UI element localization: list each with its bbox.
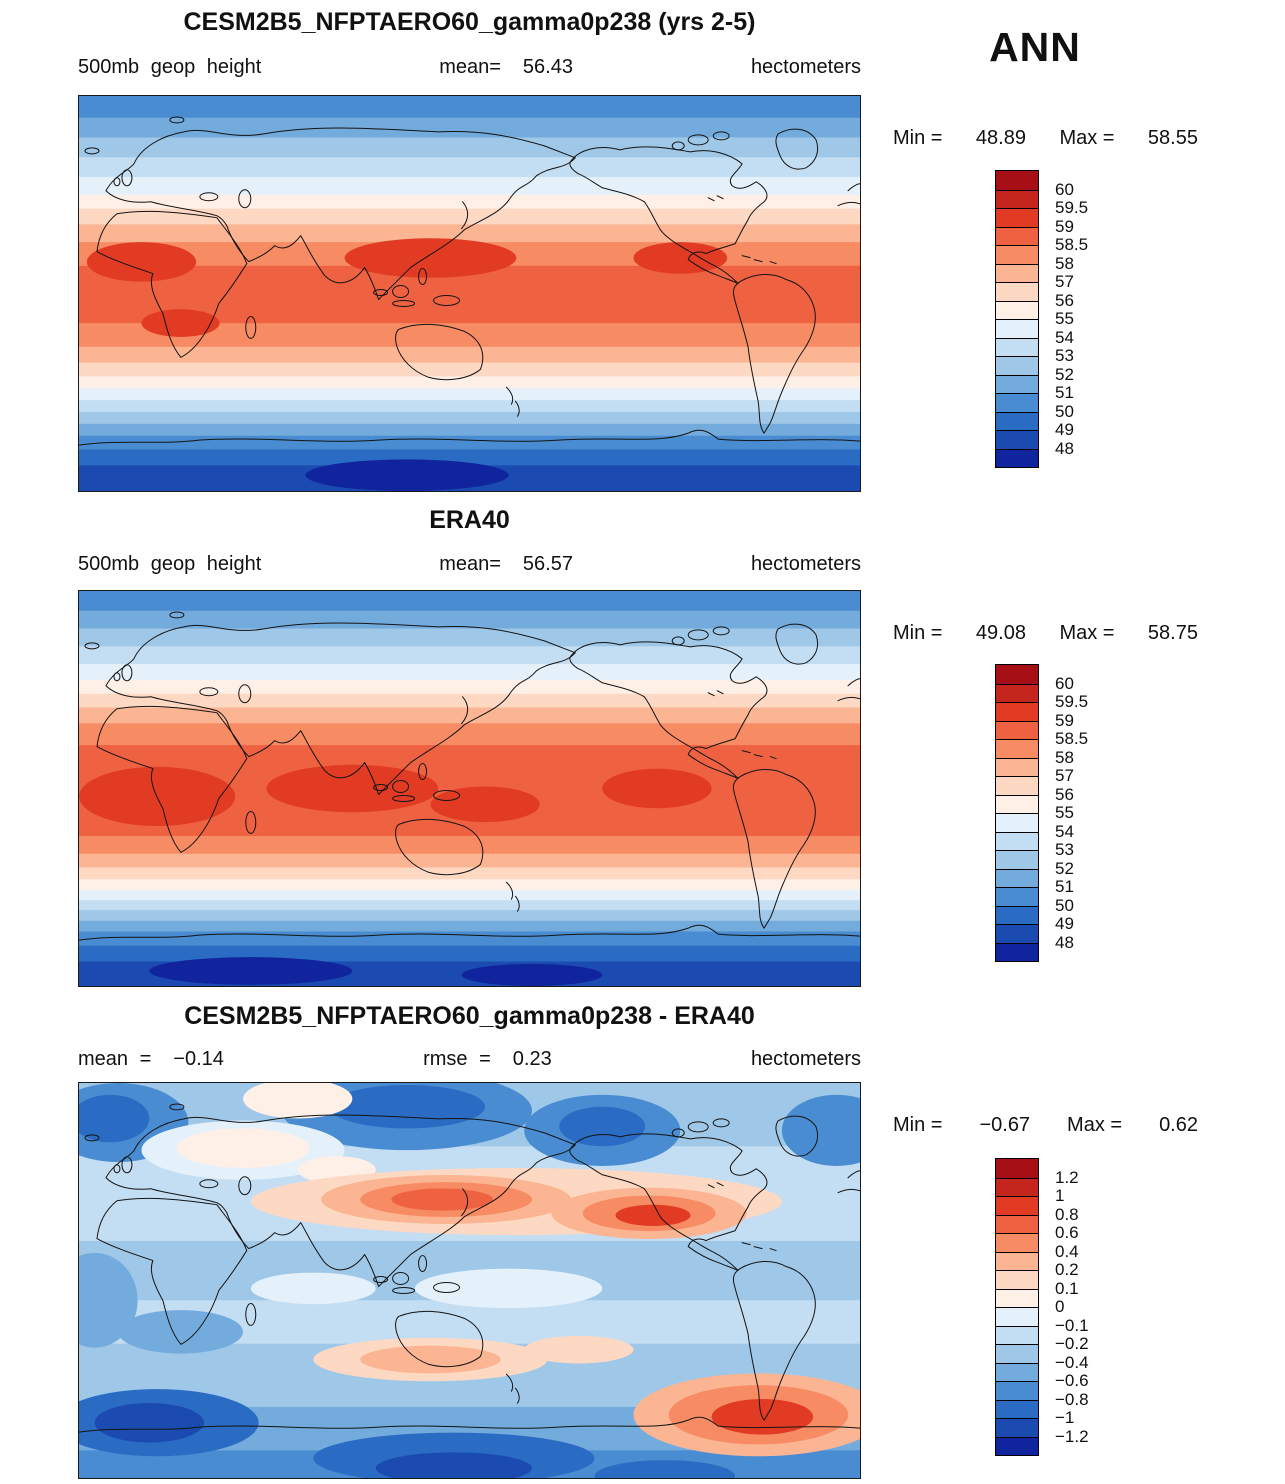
panel3-max-label: Max = [1067,1114,1123,1136]
panel2-mean: mean= 56.57 [439,553,573,576]
colorbar-model: 60 59.5 59 58.5 58 57 56 55 54 53 52 51 50 49 48 [995,170,1215,470]
panel2-max-label: Max = [1059,622,1115,644]
map-model-contour-blobs [86,238,728,491]
colorbar-model-cells [995,170,1039,468]
map-model [78,95,861,492]
panel1-units-label: hectometers [750,56,861,78]
map-model-contour-bands [79,96,860,491]
panel2-mean-value: 56.57 [522,553,573,575]
panel1-min-label: Min = [893,127,943,149]
colorbar-era40-labels: 60 59.5 59 58.5 58 57 56 55 54 53 52 51 50 49 48 [1055,673,1089,952]
panel3-stats-row: mean = −0.14 rmse = 0.23 hectometers [78,1048,861,1071]
panel2-stats-row: 500mb geop height mean= 56.57 hectometers [78,553,861,576]
panel3-rmse-value: 0.23 [512,1048,552,1070]
panel2-mean-label: mean= [439,553,501,575]
panel1-mean-value: 56.43 [522,56,573,78]
panel1-stats-row: 500mb geop height mean= 56.43 hectometers [78,56,861,79]
panel3-min-label: Min = [893,1114,943,1136]
panel1-title: CESM2B5_NFPTAERO60_gamma0p238 (yrs 2-5) [183,8,756,36]
panel2-title: ERA40 [429,506,510,534]
panel1-mean-label: mean= [439,56,501,78]
panel3-rmse-label: rmse = [423,1048,491,1070]
panel3-title: CESM2B5_NFPTAERO60_gamma0p238 - ERA40 [184,1002,755,1030]
panel3-mean: mean = −0.14 [78,1048,224,1071]
colorbar-era40: 60 59.5 59 58.5 58 57 56 55 54 53 52 51 50 49 48 [995,664,1215,964]
panel2-field-label: 500mb geop height [78,553,262,575]
colorbar-era40-cells [995,664,1039,962]
season-label: ANN [989,24,1081,70]
map-era40 [78,590,861,987]
map-difference [78,1082,861,1479]
panel3-minmax: Min = −0.67 Max = 0.62 [893,1114,1198,1137]
colorbar-difference: 1.2 1 0.8 0.6 0.4 0.2 0.1 0 −0.1 −0.2 −0.4 −0.6 −0.8… [995,1158,1215,1458]
panel3-mean-label: mean = [78,1048,152,1070]
colorbar-difference-labels: 1.2 1 0.8 0.6 0.4 0.2 0.1 0 −0.1 −0.2 −0.4 −0.6 −0.8… [1055,1167,1089,1446]
panel3-mean-value: −0.14 [173,1048,224,1070]
panel3-max-value: 0.62 [1159,1114,1198,1136]
panel3-units-label: hectometers [750,1048,861,1070]
panel1-max-label: Max = [1059,127,1115,149]
panel1-mean: mean= 56.43 [439,56,573,79]
panel1-min-value: 48.89 [975,127,1026,149]
map-difference-contour-blobs [79,1083,860,1478]
panel2-min-label: Min = [893,622,943,644]
panel2-minmax: Min = 49.08 Max = 58.75 [893,622,1198,645]
panel2-min-value: 49.08 [975,622,1026,644]
panel1-max-value: 58.55 [1147,127,1198,149]
panel1-minmax: Min = 48.89 Max = 58.55 [893,127,1198,150]
colorbar-model-labels: 60 59.5 59 58.5 58 57 56 55 54 53 52 51 50 49 48 [1055,179,1089,458]
panel1-field-label: 500mb geop height [78,56,262,78]
panel3-min-value: −0.67 [979,1114,1031,1136]
panel2-units-label: hectometers [750,553,861,575]
panel3-rmse: rmse = 0.23 [423,1048,552,1071]
colorbar-difference-cells [995,1158,1039,1456]
panel2-max-value: 58.75 [1147,622,1198,644]
